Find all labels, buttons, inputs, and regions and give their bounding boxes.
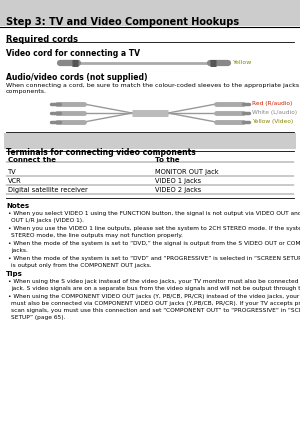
Text: Step 3: TV and Video Component Hookups: Step 3: TV and Video Component Hookups: [6, 17, 239, 27]
Text: • When you select VIDEO 1 using the FUNCTION button, the signal is not output vi: • When you select VIDEO 1 using the FUNC…: [8, 211, 300, 216]
Text: Notes: Notes: [6, 203, 29, 209]
Text: Video cord for connecting a TV: Video cord for connecting a TV: [6, 49, 140, 58]
Text: Connect the: Connect the: [8, 157, 56, 163]
Text: STEREO mode, the line outputs may not function properly.: STEREO mode, the line outputs may not fu…: [11, 233, 183, 238]
Text: jacks.: jacks.: [11, 248, 28, 253]
Text: Yellow: Yellow: [233, 60, 252, 65]
Text: Red (R/audio): Red (R/audio): [252, 101, 292, 106]
Text: • When the mode of the system is set to “DVD,” the signal is output from the S V: • When the mode of the system is set to …: [8, 241, 300, 246]
Text: Digital satellite receiver: Digital satellite receiver: [8, 187, 88, 193]
Text: When connecting a cord, be sure to match the colour-coded sleeves to the appropr: When connecting a cord, be sure to match…: [6, 83, 300, 94]
Text: must also be connected via COMPONENT VIDEO OUT jacks (Y,PB/CB, PR/CR). If your T: must also be connected via COMPONENT VID…: [11, 301, 300, 306]
Text: • When the mode of the system is set to “DVD” and “PROGRESSIVE” is selected in “: • When the mode of the system is set to …: [8, 256, 300, 261]
Text: is output only from the COMPONENT OUT jacks.: is output only from the COMPONENT OUT ja…: [11, 263, 152, 268]
Text: Required cords: Required cords: [6, 35, 78, 44]
Text: • When using the COMPONENT VIDEO OUT jacks (Y, PB/CB, PR/CR) instead of the vide: • When using the COMPONENT VIDEO OUT jac…: [8, 294, 300, 299]
Text: OUT L/R jacks (VIDEO 1).: OUT L/R jacks (VIDEO 1).: [11, 218, 84, 223]
Text: scan signals, you must use this connection and set “COMPONENT OUT” to “PROGRESSI: scan signals, you must use this connecti…: [11, 308, 300, 313]
Text: Tips: Tips: [6, 271, 23, 277]
Text: To the: To the: [155, 157, 180, 163]
Bar: [0, 0, 300, 26]
Text: jack. S video signals are on a separate bus from the video signals and will not : jack. S video signals are on a separate …: [11, 286, 300, 291]
Text: • When you use the VIDEO 1 line outputs, please set the system to 2CH STEREO mod: • When you use the VIDEO 1 line outputs,…: [8, 226, 300, 231]
Text: TV: TV: [8, 169, 16, 175]
Text: Audio/video cords (not supplied): Audio/video cords (not supplied): [6, 73, 148, 82]
Text: Yellow (Video): Yellow (Video): [252, 119, 293, 124]
Text: VIDEO 1 jacks: VIDEO 1 jacks: [155, 178, 201, 184]
Bar: [4, 133, 296, 149]
Text: MONITOR OUT jack: MONITOR OUT jack: [155, 169, 219, 175]
Text: VCR: VCR: [8, 178, 22, 184]
Text: White (L/audio): White (L/audio): [252, 110, 297, 115]
Text: • When using the S video jack instead of the video jacks, your TV monitor must a: • When using the S video jack instead of…: [8, 279, 300, 284]
Text: SETUP” (page 65).: SETUP” (page 65).: [11, 315, 65, 320]
Text: VIDEO 2 jacks: VIDEO 2 jacks: [155, 187, 201, 193]
Text: Terminals for connecting video components: Terminals for connecting video component…: [6, 148, 196, 157]
